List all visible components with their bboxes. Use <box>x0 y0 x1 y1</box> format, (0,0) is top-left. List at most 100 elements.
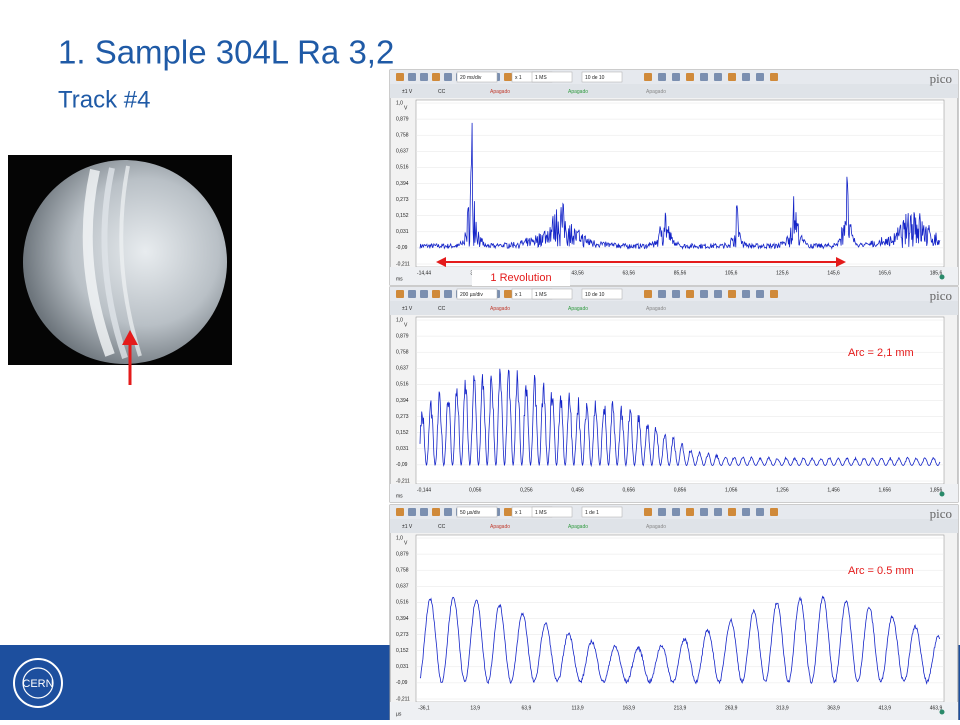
toolbar-icon <box>420 508 428 516</box>
y-tick-label: 0,879 <box>396 116 409 122</box>
toolbar-icon <box>700 508 708 516</box>
pico-logo: pico <box>930 288 952 303</box>
channel-range: ±1 V <box>402 89 413 95</box>
y-tick-label: 1,0 <box>396 100 403 106</box>
toolbar-icon <box>658 73 666 81</box>
toolbar-timebase: 20 ms/div <box>460 75 482 81</box>
x-tick-label: 213,9 <box>674 705 687 711</box>
channel-off_d: Apagado <box>646 306 666 312</box>
red-arrow <box>122 330 138 385</box>
y-unit: V <box>404 105 408 111</box>
toolbar-field <box>581 71 623 83</box>
x-tick-label: 43,56 <box>571 270 584 276</box>
y-tick-label: 0,516 <box>396 382 409 388</box>
toolbar-icon <box>504 290 512 298</box>
toolbar-field <box>581 506 623 518</box>
toolbar-icon <box>432 73 440 81</box>
toolbar-icon <box>432 508 440 516</box>
channel-row <box>390 519 958 533</box>
toolbar-icon <box>728 73 736 81</box>
toolbar-zoom: x 1 <box>515 75 522 81</box>
toolbar-buffer: 10 de 10 <box>585 75 605 81</box>
toolbar-icon <box>658 290 666 298</box>
toolbar-timebase: 200 µs/div <box>460 292 483 298</box>
toolbar-icon <box>420 73 428 81</box>
y-tick-label: 0,273 <box>396 632 409 638</box>
x-tick-label: 0,656 <box>623 487 636 493</box>
x-tick-label: 13,9 <box>470 705 480 711</box>
toolbar-samples: 1 MS <box>535 292 547 298</box>
x-tick-label: 1,256 <box>776 487 789 493</box>
toolbar-field <box>531 288 573 300</box>
scope-window: 200 µs/div x 1 1 MS 10 de 10 ±1 V CC Apagado Ap… <box>389 286 959 503</box>
channel-off_b: Apagado <box>490 89 510 95</box>
toolbar-icon <box>700 73 708 81</box>
toolbar-buffer: 1 de 1 <box>585 510 599 516</box>
y-tick-label: 0,152 <box>396 213 409 219</box>
x-tick-label: 413,9 <box>879 705 892 711</box>
toolbar-icon <box>444 290 452 298</box>
toolbar-zoom: x 1 <box>515 292 522 298</box>
toolbar-icon <box>714 290 722 298</box>
y-tick-label: 1,0 <box>396 535 403 541</box>
channel-range: ±1 V <box>402 306 413 312</box>
toolbar-icon <box>672 290 680 298</box>
cern-logo: CERN <box>13 658 63 708</box>
toolbar-icon <box>644 508 652 516</box>
slide-subtitle: Track #4 <box>58 86 150 113</box>
toolbar-icon <box>504 508 512 516</box>
toolbar-icon <box>644 73 652 81</box>
annotation: 1 Revolution <box>490 272 551 284</box>
toolbar-icon <box>742 73 750 81</box>
pico-logo: pico <box>930 506 952 521</box>
x-tick-label: 163,9 <box>623 705 636 711</box>
y-tick-label: 0,031 <box>396 446 409 452</box>
toolbar-icon <box>444 508 452 516</box>
cern-text: CERN <box>22 678 53 690</box>
x-tick-label: 63,56 <box>623 270 636 276</box>
y-tick-label: 0,273 <box>396 197 409 203</box>
waveform <box>419 122 941 250</box>
x-unit: ms <box>396 276 403 282</box>
toolbar-icon <box>770 290 778 298</box>
scope-window: 50 µs/div x 1 1 MS 1 de 1 ±1 V CC Apagado Apaga… <box>389 504 959 721</box>
toolbar-icon <box>408 73 416 81</box>
toolbar-zoom: x 1 <box>515 510 522 516</box>
trigger-marker <box>939 274 945 280</box>
toolbar-icon <box>672 73 680 81</box>
channel-off_b: Apagado <box>490 306 510 312</box>
scope-window: 20 ms/div x 1 1 MS 10 de 10 ±1 V CC Apagado Apa… <box>389 69 959 286</box>
x-tick-label: -0,144 <box>417 487 431 493</box>
toolbar-icon <box>714 508 722 516</box>
channel-off_c: Apagado <box>568 524 588 530</box>
x-unit: µs <box>396 711 402 717</box>
channel-coupling: CC <box>438 524 446 530</box>
y-tick-label: -0,09 <box>396 245 408 251</box>
annotation: Arc = 0.5 mm <box>848 565 914 577</box>
toolbar-field <box>456 506 498 518</box>
y-tick-label: 0,879 <box>396 333 409 339</box>
toolbar-icon <box>686 290 694 298</box>
y-tick-label: 0,031 <box>396 229 409 235</box>
trigger-marker <box>939 491 945 497</box>
toolbar-icon <box>408 508 416 516</box>
toolbar-icon <box>686 508 694 516</box>
toolbar-samples: 1 MS <box>535 510 547 516</box>
toolbar-icon <box>686 73 694 81</box>
y-tick-label: -0,211 <box>396 696 410 702</box>
toolbar-icon <box>770 73 778 81</box>
x-axis-strip <box>390 484 958 502</box>
toolbar-field <box>581 288 623 300</box>
y-tick-label: 0,637 <box>396 584 409 590</box>
x-tick-label: -36,1 <box>418 705 430 711</box>
y-tick-label: 0,637 <box>396 366 409 372</box>
y-tick-label: -0,09 <box>396 680 408 686</box>
toolbar-icon <box>408 290 416 298</box>
pico-logo: pico <box>930 71 952 86</box>
toolbar-icon <box>644 290 652 298</box>
sample-photo <box>8 155 232 365</box>
x-tick-label: 105,6 <box>725 270 738 276</box>
toolbar-field <box>531 71 573 83</box>
y-tick-label: 0,152 <box>396 648 409 654</box>
toolbar-buffer: 10 de 10 <box>585 292 605 298</box>
